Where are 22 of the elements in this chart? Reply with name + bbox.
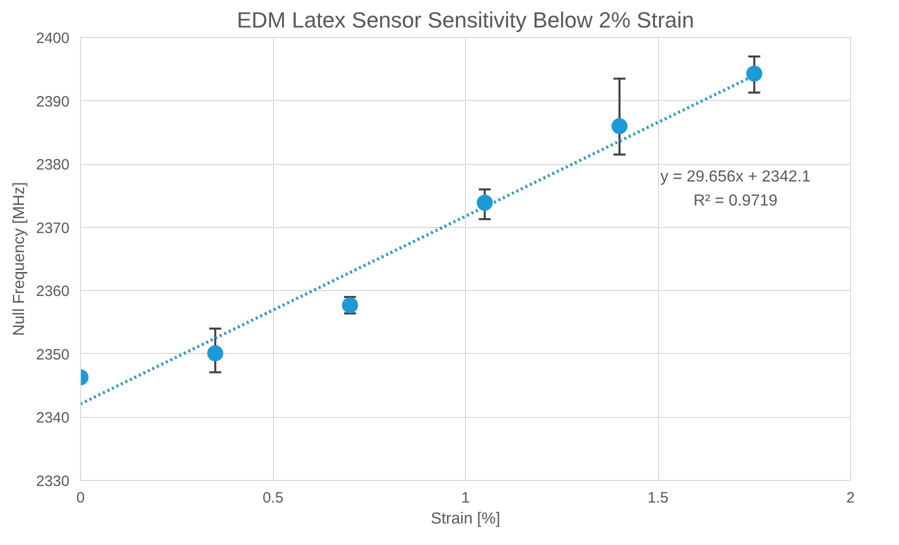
x-axis-title: Strain [%] [430,510,500,528]
y-tick-label: 2360 [36,283,70,300]
x-tick-label: 1 [461,490,470,506]
x-tick-label: 1.5 [648,490,668,506]
x-tick-label: 2 [846,490,855,506]
chart-title: EDM Latex Sensor Sensitivity Below 2% Strain [236,8,694,32]
x-tick-label: 0 [76,490,85,506]
y-tick-label: 2330 [36,473,70,490]
y-tick-label: 2400 [36,30,70,47]
annotation: R² = 0.9719 [693,192,778,210]
point [207,345,224,362]
y-tick-label: 2390 [36,93,70,110]
y-tick-label: 2370 [36,220,70,237]
y-tick-label: 2340 [36,410,70,427]
y-tick-label: 2350 [36,346,70,364]
annotation: y = 29.656x + 2342.1 [660,168,811,186]
y-axis-title: Null Frequency [MHz] [11,182,28,336]
point [476,194,493,211]
x-tick-label: 0.5 [262,490,284,506]
point [746,66,762,82]
y-tick-label: 2380 [36,156,70,174]
point [612,118,628,134]
